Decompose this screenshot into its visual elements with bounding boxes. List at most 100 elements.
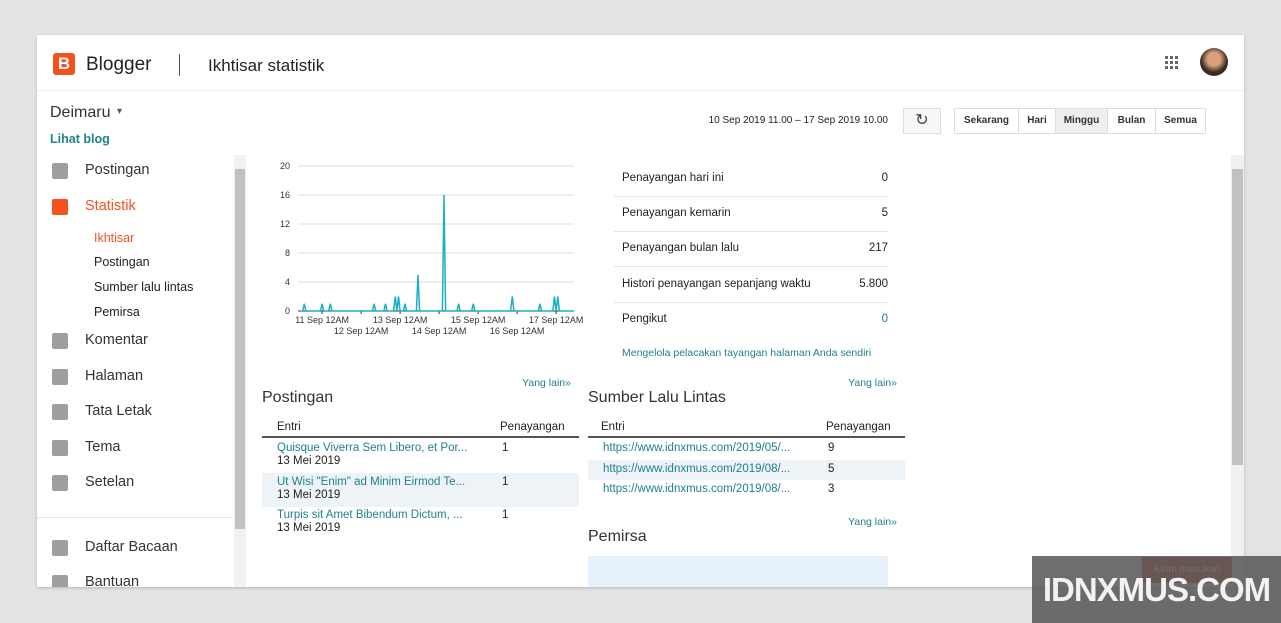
post-views: 1 [502,442,509,454]
y-tick-label: 4 [285,277,290,287]
stat-value: 5.800 [859,278,888,290]
nav-subitem[interactable]: Pemirsa [94,305,140,319]
y-tick-label: 16 [280,190,290,200]
nav-icon [52,163,68,179]
stat-label: Histori penayangan sepanjang waktu [622,278,811,290]
nav-icon [52,199,68,215]
range-tab[interactable]: Hari [1018,108,1056,134]
source-url[interactable]: https://www.idnxmus.com/2019/08/... [603,483,791,495]
avatar[interactable] [1200,48,1228,76]
apps-icon[interactable] [1164,55,1180,71]
views-line [301,194,574,312]
post-date: 13 Mei 2019 [277,488,341,501]
nav-subitem[interactable]: Postingan [94,255,150,269]
stat-divider [614,231,888,232]
nav-item[interactable]: Statistik [85,198,136,214]
nav-item[interactable]: Tema [85,439,121,455]
x-tick-label: 12 Sep 12AM [334,326,389,336]
more-link[interactable]: Yang lain» [848,377,897,389]
post-title[interactable]: Quisque Viverra Sem Libero, et Por... [277,442,468,454]
source-url[interactable]: https://www.idnxmus.com/2019/08/... [603,462,791,475]
post-date: 13 Mei 2019 [277,455,341,467]
manage-link[interactable]: Mengelola pelacakan tayangan halaman And… [622,347,872,359]
post-views: 1 [502,475,509,488]
nav-item[interactable]: Tata Letak [85,403,152,419]
nav-icon [52,440,68,456]
sidebar-divider [37,517,232,518]
brand: Blogger [86,54,152,75]
x-tick-label: 15 Sep 12AM [451,315,506,325]
stat-label: Penayangan hari ini [622,172,724,184]
refresh-button[interactable]: ↻ [903,108,941,134]
table-header-line [262,436,579,438]
section-title: Sumber Lalu Lintas [588,389,726,406]
nav-icon [52,369,68,385]
page-scrollbar [1231,155,1244,587]
range-tab[interactable]: Minggu [1055,108,1108,134]
stat-label: Penayangan kemarin [622,207,731,219]
sidebar-scrollbar [234,155,246,587]
page-title: Ikhtisar statistik [208,56,325,75]
section-title: Postingan [262,389,334,406]
post-title[interactable]: Ut Wisi "Enim" ad Minim Eirmod Te... [277,475,466,488]
nav-item[interactable]: Postingan [85,162,150,178]
header-separator [179,54,180,76]
row-highlight [262,472,579,507]
nav-icon [52,575,68,587]
col-header: Entri [277,421,301,433]
y-tick-label: 12 [280,219,290,229]
header-divider [37,90,1244,91]
y-tick-label: 0 [285,306,290,316]
post-title[interactable]: Turpis sit Amet Bibendum Dictum, ... [277,509,463,521]
watermark: IDNXMUS.COM [1032,556,1281,623]
section-title: Pemirsa [588,528,647,545]
blog-caret: ▾ [117,106,123,117]
stat-value: 5 [881,207,888,219]
col-header: Penayangan [826,421,891,433]
stat-value: 0 [881,172,888,184]
x-tick-label: 17 Sep 12AM [529,315,584,325]
row-highlight [588,459,905,480]
source-url[interactable]: https://www.idnxmus.com/2019/05/... [603,442,791,454]
range-tab[interactable]: Bulan [1107,108,1156,134]
nav-subitem[interactable]: Ikhtisar [94,231,135,245]
more-link[interactable]: Yang lain» [848,516,897,528]
nav-item[interactable]: Komentar [85,332,148,348]
x-tick-label: 14 Sep 12AM [412,326,467,336]
view-blog-link[interactable]: Lihat blog [50,132,110,146]
map [588,556,888,587]
range-tab[interactable]: Sekarang [954,108,1019,134]
post-views: 1 [502,509,509,521]
stat-divider [614,266,888,267]
nav-item[interactable]: Bantuan [85,574,140,590]
stat-divider [614,302,888,303]
stat-value: 217 [868,242,888,254]
nav-icon [52,333,68,349]
range-tab[interactable]: Semua [1155,108,1206,134]
col-header: Entri [601,421,625,433]
y-tick-label: 8 [285,248,290,258]
nav-item[interactable]: Halaman [85,368,144,384]
y-tick-label: 20 [280,161,290,171]
source-views: 9 [828,442,835,454]
nav-subitem[interactable]: Sumber lalu lintas [94,280,194,294]
stat-label: Pengikut [622,313,667,325]
post-date: 13 Mei 2019 [277,522,341,534]
col-header: Penayangan [500,421,565,433]
x-tick-label: 13 Sep 12AM [373,315,428,325]
source-views: 3 [828,483,835,495]
nav-item[interactable]: Setelan [85,474,135,490]
source-views: 5 [828,462,835,475]
x-tick-label: 16 Sep 12AM [490,326,545,336]
nav-icon [52,404,68,420]
blog-name[interactable]: Deimaru [50,104,111,121]
nav-item[interactable]: Daftar Bacaan [85,539,178,555]
more-link[interactable]: Yang lain» [522,377,571,389]
date-range: 10 Sep 2019 11.00 – 17 Sep 2019 10.00 [708,115,888,126]
stat-value: 0 [881,313,888,325]
nav-icon [52,540,68,556]
nav-icon [52,475,68,491]
